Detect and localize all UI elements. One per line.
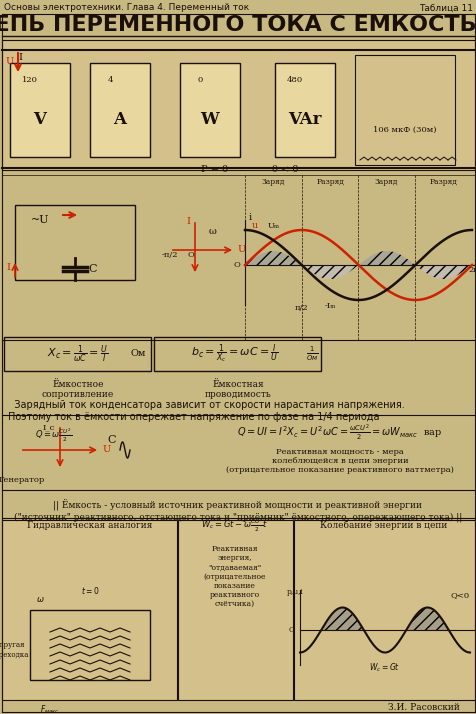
Bar (2, 40, 474, 170)
Text: $F_{макс}$: $F_{макс}$ (40, 704, 60, 714)
Text: V: V (33, 111, 46, 129)
Text: || Ёмкость - условный источник реактивной мощности и реактивной энергии
("источн: || Ёмкость - условный источник реактивно… (14, 500, 461, 523)
Text: I: I (18, 53, 22, 61)
Text: Заряд: Заряд (261, 178, 285, 186)
Bar (2, 520, 177, 700)
Text: Колебание энергии в цепи: Колебание энергии в цепи (320, 521, 447, 530)
Text: -π/2: -π/2 (161, 251, 178, 259)
Text: Ёмкостная
проводимость: Ёмкостная проводимость (204, 380, 271, 399)
Text: $b_c = \frac{1}{X_c} = \omega C = \frac{I}{U}$: $b_c = \frac{1}{X_c} = \omega C = \frac{… (191, 343, 278, 366)
Bar (354, 55, 454, 165)
Text: A: A (113, 111, 126, 129)
Text: θ < 0: θ < 0 (271, 166, 298, 174)
Text: $t=0$: $t=0$ (80, 585, 99, 595)
Text: I_c: I_c (43, 423, 55, 431)
Text: З.И. Расовский: З.И. Расовский (387, 703, 459, 713)
Bar (30, 610, 149, 680)
Text: U: U (238, 246, 246, 254)
Text: O: O (288, 626, 294, 634)
Text: ω: ω (208, 228, 217, 236)
Text: 106 мкФ (30м): 106 мкФ (30м) (372, 126, 436, 134)
Text: Ом: Ом (130, 349, 145, 358)
Text: 4: 4 (107, 76, 112, 84)
Text: Реактивная
энергия,
"отдаваемая"
(отрицательное
показание
реактивного
счётчика): Реактивная энергия, "отдаваемая" (отрица… (203, 545, 266, 608)
Text: I: I (186, 218, 189, 226)
Bar (178, 520, 292, 700)
FancyBboxPatch shape (179, 63, 239, 157)
Text: $W_c = Gt$: $W_c = Gt$ (368, 662, 400, 674)
Text: π/2: π/2 (294, 304, 308, 312)
Text: Разряд: Разряд (316, 178, 343, 186)
Text: Разряд: Разряд (429, 178, 456, 186)
Text: Зарядный ток конденсатора зависит от скорости нарастания напряжения.
Поэтому ток: Зарядный ток конденсатора зависит от ско… (8, 400, 404, 421)
FancyBboxPatch shape (275, 63, 334, 157)
Text: 120: 120 (22, 76, 38, 84)
Text: C: C (89, 264, 97, 274)
Text: Таблица 11: Таблица 11 (418, 4, 472, 13)
Text: P = 0: P = 0 (201, 166, 228, 174)
FancyBboxPatch shape (90, 63, 149, 157)
Text: ~U: ~U (30, 215, 49, 225)
Text: Ёмкостное
сопротивление: Ёмкостное сопротивление (42, 380, 114, 399)
Text: $W_c = Gt - \omega\frac{CU^2}{2}t$: $W_c = Gt - \omega\frac{CU^2}{2}t$ (201, 516, 268, 533)
Text: -Iₘ: -Iₘ (324, 302, 335, 310)
Text: $Q = UI = I^2 X_c = U^2\omega C = \frac{\omega CU^2}{2} = \omega W_{макс}$  вар: $Q = UI = I^2 X_c = U^2\omega C = \frac{… (237, 422, 442, 442)
Text: Заряд: Заряд (374, 178, 398, 186)
Text: 480: 480 (287, 76, 302, 84)
Text: I: I (6, 263, 10, 271)
Text: Q<0: Q<0 (449, 591, 468, 599)
Text: O: O (233, 261, 239, 269)
Text: U: U (6, 58, 14, 66)
Text: Упругая
переходка: Упругая переходка (0, 641, 29, 658)
Text: 0: 0 (197, 76, 202, 84)
Text: $\omega$: $\omega$ (36, 595, 44, 605)
Text: $\frac{1}{Ом}$: $\frac{1}{Ом}$ (305, 345, 317, 363)
Bar (15, 205, 135, 280)
Text: C: C (108, 435, 116, 445)
Text: Гидравлическая аналогия: Гидравлическая аналогия (27, 521, 152, 530)
Text: Основы электротехники. Глава 4. Переменный ток: Основы электротехники. Глава 4. Переменн… (4, 4, 248, 13)
Bar (293, 520, 474, 700)
FancyBboxPatch shape (10, 63, 70, 157)
Text: 2π: 2π (467, 266, 476, 274)
Text: VAr: VAr (288, 111, 321, 129)
Text: p,u,i: p,u,i (286, 588, 303, 596)
Text: ЦЕПЬ ПЕРЕМЕННОГО ТОКА С ЕМКОСТЬЮ: ЦЕПЬ ПЕРЕМЕННОГО ТОКА С ЕМКОСТЬЮ (0, 15, 476, 35)
Text: $Q=\omega\frac{CU^2}{2}$: $Q=\omega\frac{CU^2}{2}$ (35, 426, 72, 443)
Text: Генератор: Генератор (0, 476, 45, 484)
Text: Реактивная мощность - мера
колеблющейся в цепи энергии
(отрицательное показание : Реактивная мощность - мера колеблющейся … (226, 448, 453, 474)
Text: i: i (248, 213, 251, 223)
Text: $X_c = \frac{1}{\omega C} = \frac{U}{I}$: $X_c = \frac{1}{\omega C} = \frac{U}{I}$ (48, 343, 109, 365)
Text: U: U (103, 446, 111, 455)
Text: u: u (251, 221, 258, 229)
Text: W: W (200, 111, 219, 129)
Text: O: O (187, 251, 194, 259)
Text: Uₘ: Uₘ (267, 222, 279, 230)
